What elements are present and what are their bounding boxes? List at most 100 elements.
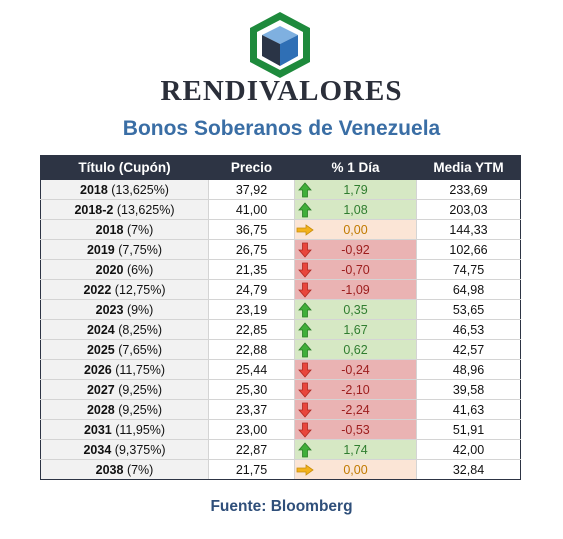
bond-title: 2018-2 (13,625%) <box>40 199 209 220</box>
bond-change: -0,53 <box>341 422 370 437</box>
arrow-down-icon <box>295 401 315 419</box>
table-row: 2028 (9,25%) 23,37 -2,24 41,63 <box>40 399 521 420</box>
bond-change-cell: -2,10 <box>294 379 417 400</box>
header-titulo: Título (Cupón) <box>40 155 209 180</box>
bond-change-cell: 1,08 <box>294 199 417 220</box>
bond-change-cell: 1,79 <box>294 179 417 200</box>
bond-change-cell: 1,67 <box>294 319 417 340</box>
arrow-down-icon <box>295 281 315 299</box>
bond-ytm: 203,03 <box>416 199 521 220</box>
bond-change: 0,62 <box>343 342 368 357</box>
arrow-down-icon <box>295 381 315 399</box>
bond-ytm: 51,91 <box>416 419 521 440</box>
bond-change-cell: 0,35 <box>294 299 417 320</box>
bond-title: 2018 (13,625%) <box>40 179 209 200</box>
bond-title: 2034 (9,375%) <box>40 439 209 460</box>
brand-name: RENDIVALORES <box>160 75 403 107</box>
bond-year: 2020 <box>95 262 124 277</box>
bond-title: 2024 (8,25%) <box>40 319 209 340</box>
table-row: 2022 (12,75%) 24,79 -1,09 64,98 <box>40 279 521 300</box>
bond-ytm: 32,84 <box>416 459 521 480</box>
table-row: 2024 (8,25%) 22,85 1,67 46,53 <box>40 319 521 340</box>
arrow-up-icon <box>295 301 315 319</box>
bond-year: 2022 <box>83 282 112 297</box>
bond-change: 0,35 <box>343 302 368 317</box>
bond-ytm: 144,33 <box>416 219 521 240</box>
bond-year: 2025 <box>86 342 115 357</box>
bond-price: 23,19 <box>208 299 295 320</box>
bond-title: 2031 (11,95%) <box>40 419 209 440</box>
table-row: 2034 (9,375%) 22,87 1,74 42,00 <box>40 439 521 460</box>
bond-title: 2028 (9,25%) <box>40 399 209 420</box>
bond-coupon: (9%) <box>126 302 154 317</box>
header-precio: Precio <box>208 155 295 180</box>
arrow-up-icon <box>295 181 315 199</box>
bond-price: 23,00 <box>208 419 295 440</box>
bond-year: 2024 <box>86 322 115 337</box>
bond-change-cell: 0,00 <box>294 459 417 480</box>
bond-price: 21,35 <box>208 259 295 280</box>
bond-price: 36,75 <box>208 219 295 240</box>
arrow-up-icon <box>295 201 315 219</box>
table-row: 2025 (7,65%) 22,88 0,62 42,57 <box>40 339 521 360</box>
cube-logo-icon <box>246 10 314 80</box>
bond-year: 2018 <box>80 182 108 197</box>
table-row: 2023 (9%) 23,19 0,35 53,65 <box>40 299 521 320</box>
arrow-up-icon <box>295 341 315 359</box>
bond-coupon: (8,25%) <box>118 322 163 337</box>
bond-year: 2028 <box>86 402 115 417</box>
bond-price: 22,87 <box>208 439 295 460</box>
bond-year: 2019 <box>86 242 115 257</box>
bond-year: 2023 <box>95 302 124 317</box>
bond-ytm: 42,57 <box>416 339 521 360</box>
bond-change: -1,09 <box>341 282 370 297</box>
bond-year: 2026 <box>83 362 112 377</box>
bond-ytm: 48,96 <box>416 359 521 380</box>
bond-coupon: (11,95%) <box>115 422 166 437</box>
bond-ytm: 64,98 <box>416 279 521 300</box>
arrow-up-icon <box>295 321 315 339</box>
bond-coupon: (7%) <box>126 462 154 477</box>
bond-coupon: (9,375%) <box>114 442 166 457</box>
bond-change: -0,24 <box>341 362 370 377</box>
bond-change: 1,08 <box>343 202 368 217</box>
bond-change-cell: -0,53 <box>294 419 417 440</box>
bond-change-cell: -0,92 <box>294 239 417 260</box>
table-row: 2018-2 (13,625%) 41,00 1,08 203,03 <box>40 199 521 220</box>
bond-change-cell: 0,62 <box>294 339 417 360</box>
bond-coupon: (11,75%) <box>115 362 166 377</box>
bond-change: 1,74 <box>343 442 368 457</box>
table-row: 2019 (7,75%) 26,75 -0,92 102,66 <box>40 239 521 260</box>
bond-year: 2027 <box>86 382 115 397</box>
bond-price: 22,85 <box>208 319 295 340</box>
bond-year: 2031 <box>83 422 112 437</box>
bond-ytm: 39,58 <box>416 379 521 400</box>
arrow-down-icon <box>295 421 315 439</box>
bond-change: -2,10 <box>341 382 370 397</box>
bond-price: 37,92 <box>208 179 295 200</box>
bond-title: 2038 (7%) <box>40 459 209 480</box>
arrow-right-icon <box>295 221 315 239</box>
bond-change-cell: 0,00 <box>294 219 417 240</box>
table-row: 2027 (9,25%) 25,30 -2,10 39,58 <box>40 379 521 400</box>
bond-change-cell: 1,74 <box>294 439 417 460</box>
bond-ytm: 46,53 <box>416 319 521 340</box>
bond-price: 25,30 <box>208 379 295 400</box>
table-row: 2038 (7%) 21,75 0,00 32,84 <box>40 459 521 480</box>
bond-price: 21,75 <box>208 459 295 480</box>
bond-change-cell: -0,24 <box>294 359 417 380</box>
bond-change: -2,24 <box>341 402 370 417</box>
arrow-down-icon <box>295 261 315 279</box>
bond-ytm: 41,63 <box>416 399 521 420</box>
bond-change: 0,00 <box>343 222 368 237</box>
bond-ytm: 102,66 <box>416 239 521 260</box>
bond-coupon: (13,625%) <box>111 182 169 197</box>
table-row: 2018 (7%) 36,75 0,00 144,33 <box>40 219 521 240</box>
bond-title: 2023 (9%) <box>40 299 209 320</box>
bond-title: 2026 (11,75%) <box>40 359 209 380</box>
header-ytm: Media YTM <box>416 155 521 180</box>
bond-change: -0,92 <box>341 242 370 257</box>
bond-title: 2020 (6%) <box>40 259 209 280</box>
source-note: Fuente: Bloomberg <box>210 498 353 515</box>
bond-ytm: 74,75 <box>416 259 521 280</box>
